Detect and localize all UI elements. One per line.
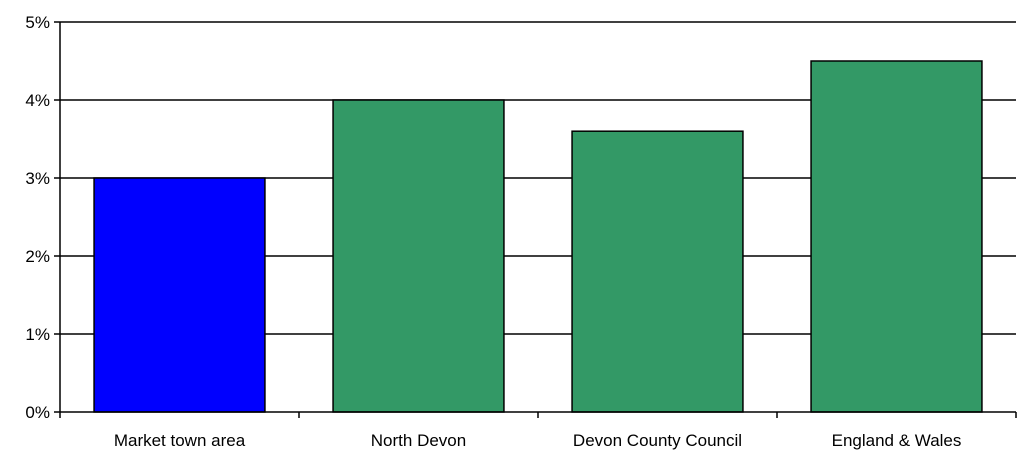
y-tick-label: 1% <box>25 325 50 344</box>
bars <box>93 60 983 413</box>
y-axis-tick-labels: 0% 1% 2% 3% 4% 5% <box>25 13 50 422</box>
y-tick-label: 4% <box>25 91 50 110</box>
x-tick-label: Devon County Council <box>573 431 742 450</box>
bar-north-devon <box>332 99 505 413</box>
y-tick-label: 5% <box>25 13 50 32</box>
y-tick-label: 0% <box>25 403 50 422</box>
bar-england-wales <box>810 60 983 413</box>
x-tick-label: Market town area <box>114 431 246 450</box>
x-tick-label: England & Wales <box>832 431 962 450</box>
bar-market-town-area <box>93 177 266 413</box>
y-tick-label: 2% <box>25 247 50 266</box>
bar-devon-county-council <box>571 130 744 413</box>
axes <box>54 21 1017 418</box>
x-axis-tick-labels: Market town area North Devon Devon County … <box>114 431 962 450</box>
x-tick-label: North Devon <box>371 431 466 450</box>
y-tick-label: 3% <box>25 169 50 188</box>
